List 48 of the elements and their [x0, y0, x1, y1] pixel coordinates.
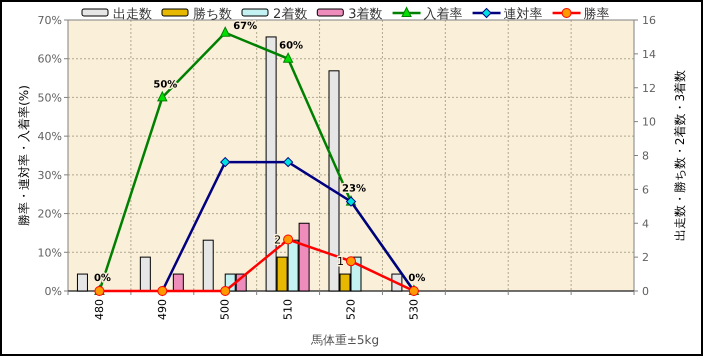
point	[220, 157, 230, 168]
y-tick-label: 70%	[38, 14, 62, 27]
bar	[140, 256, 151, 292]
x-tick-label: 500	[218, 299, 232, 320]
x-axis-title: 馬体重±5kg	[310, 333, 380, 347]
legend-label: 連対率	[504, 6, 543, 22]
point	[283, 52, 294, 63]
bar	[76, 274, 88, 292]
data-label: 60%	[279, 40, 304, 52]
y-tick-label: 60%	[38, 52, 62, 66]
y2-tick-label: 16	[642, 14, 656, 27]
y2-axis-title: 出走数・勝ち数・2着数・3着数	[673, 70, 687, 242]
legend-label: 出走数	[113, 7, 152, 22]
y-tick-label: 0%	[44, 285, 62, 298]
point	[157, 91, 168, 102]
bar	[172, 274, 184, 292]
y2-tick-label: 12	[642, 82, 656, 95]
data-label: 0%	[408, 273, 426, 284]
x-tick-label: 490	[156, 299, 169, 320]
legend-label: 3着数	[348, 6, 383, 22]
y2-tick-label: 0	[642, 285, 649, 298]
data-label: 67%	[233, 20, 258, 32]
x-tick-label: 480	[92, 299, 106, 320]
legend-label: 勝ち数	[193, 7, 232, 22]
y-tick-label: 20%	[38, 208, 62, 221]
y2-tick-label: 6	[642, 183, 649, 196]
y2-tick-label: 2	[642, 251, 649, 264]
y-axis-title: 勝率・連対率・入着率(%)	[17, 85, 31, 226]
y2-tick-label: 10	[642, 116, 656, 129]
point	[283, 157, 294, 168]
x-tick-label: 520	[344, 299, 358, 320]
y-tick-label: 30%	[38, 168, 62, 182]
bar	[202, 240, 214, 292]
point	[220, 286, 230, 296]
point	[346, 256, 356, 266]
point	[283, 234, 294, 245]
y-tick-label: 40%	[38, 130, 62, 144]
y2-tick-label: 4	[642, 217, 649, 230]
y-tick-label: 50%	[38, 91, 62, 104]
legend-label: 入着率	[424, 6, 463, 22]
legend-label: 勝率	[584, 6, 610, 22]
y2-tick-label: 8	[642, 150, 649, 162]
y-tick-label: 10%	[38, 246, 62, 260]
x-tick-label: 530	[407, 299, 420, 320]
x-tick-label: 510	[282, 299, 295, 320]
point	[220, 26, 230, 37]
legend-label: 2着数	[273, 6, 308, 22]
y2-tick-label: 14	[642, 48, 656, 61]
